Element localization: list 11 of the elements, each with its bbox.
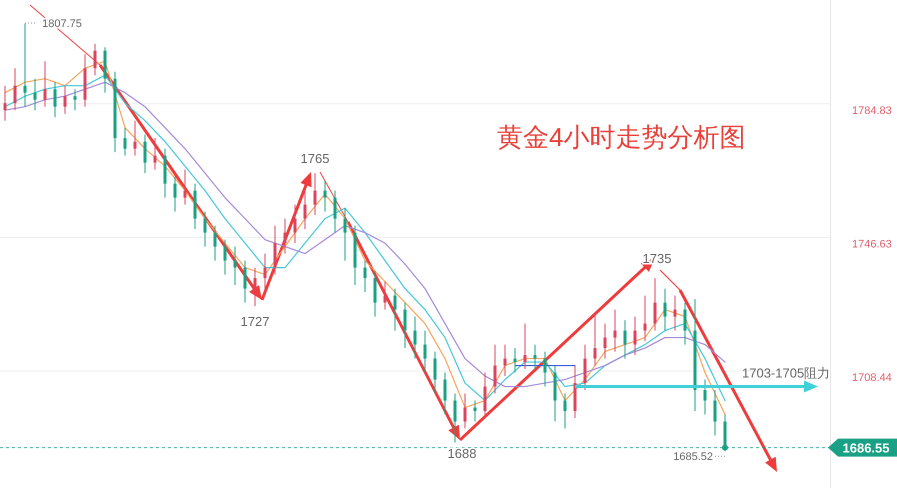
y-tick-label: 1746.63	[852, 238, 892, 250]
annotation: 1727	[240, 314, 270, 330]
text: 黄金4小时走势分析图	[497, 122, 746, 152]
ref-line-label: 1703-1705阻力	[742, 366, 830, 381]
annotation: 1685.52	[673, 451, 713, 464]
annotation: 1688	[448, 446, 476, 461]
ref-line-label: 1686.55	[842, 440, 890, 456]
annotation: 1735	[642, 251, 672, 266]
annotation: 1765	[300, 151, 330, 166]
y-tick-label: 1708.44	[852, 372, 892, 384]
y-tick-label: 1784.83	[852, 104, 892, 117]
